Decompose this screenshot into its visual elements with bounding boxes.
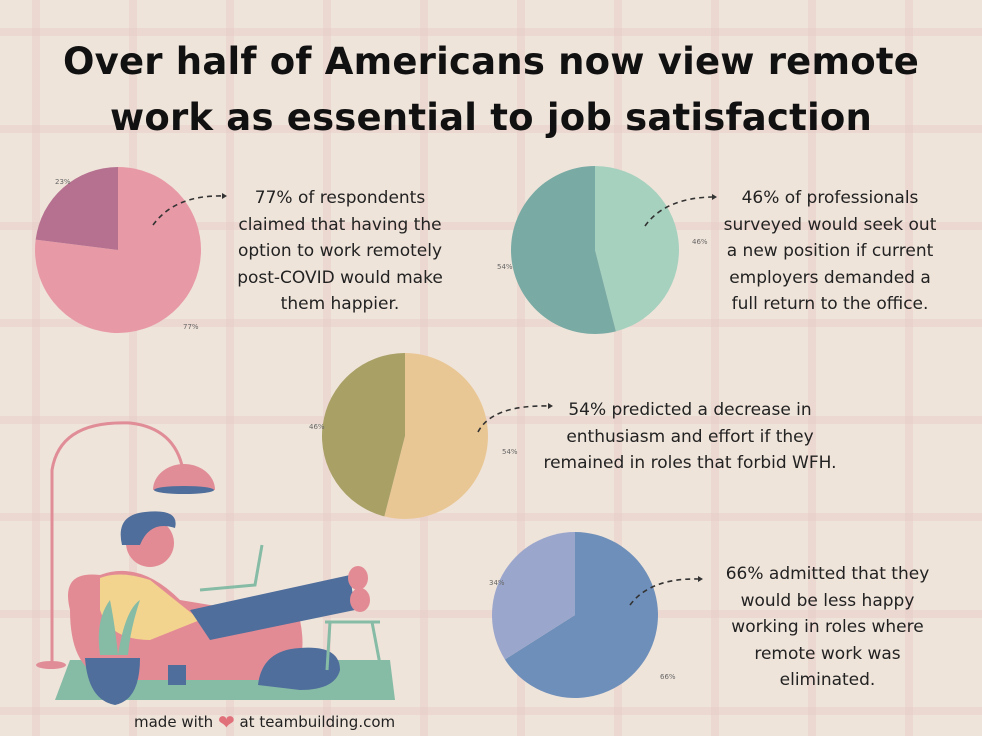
hair [120, 511, 176, 545]
legs [190, 575, 355, 640]
title-line-1: Over half of Americans now view remote [63, 40, 919, 83]
pie-4-arrow [629, 578, 699, 606]
pie-1-slice-2 [35, 167, 118, 250]
plant-pot [85, 658, 140, 705]
pie-4-slice-1 [504, 532, 658, 698]
lamp-shade [153, 464, 215, 490]
pie-2-label-1: 46% [692, 238, 708, 246]
pie-1-arrow [152, 195, 223, 226]
pie-1-arrowhead-icon [222, 193, 227, 199]
pie-charts: 77% 23% 46% 54% 54% 46% 66% 34% [35, 166, 717, 698]
pie-3-arrowhead-icon [548, 403, 553, 409]
floor-lamp-stand [50, 421, 185, 665]
pie-1-label-2: 23% [55, 178, 71, 186]
page-title: Over half of Americans now view remote w… [0, 34, 982, 146]
illustration-person-relaxing [36, 421, 395, 705]
footer-credit: made with ❤ at teambuilding.com [134, 710, 396, 734]
footstool [325, 620, 384, 676]
stat-text-2: 46% of professionals surveyed would seek … [723, 188, 937, 314]
stat-text-4: 66% admitted that they would be less happ… [725, 564, 930, 690]
pie-2-label-2: 54% [497, 263, 513, 271]
pie-3-label-1: 54% [502, 448, 518, 456]
pie-2-arrowhead-icon [712, 194, 717, 200]
heart-icon: ❤ [217, 710, 235, 734]
pie-1-label-1: 77% [183, 323, 199, 331]
laptop [199, 544, 264, 592]
pie-4-arrowhead-icon [698, 576, 703, 582]
shirt [100, 574, 200, 640]
pie-2-arrow [644, 196, 713, 227]
pie-2-slice-2 [511, 166, 616, 334]
pie-3-arrow [477, 405, 549, 433]
sleeping-cat [258, 647, 340, 690]
stat-text-1: 77% of respondents claimed that having th… [237, 188, 443, 314]
pie-3-label-2: 46% [309, 423, 325, 431]
pie-2-slice-1 [595, 166, 680, 332]
lamp-base [36, 661, 66, 669]
pie-1-slice-1 [35, 167, 202, 333]
pie-4-label-1: 66% [660, 673, 676, 681]
plant [98, 600, 140, 655]
mug [168, 665, 186, 685]
pie-4-label-2: 34% [489, 579, 505, 587]
pie-3-slice-1 [384, 352, 488, 519]
title-line-2: work as essential to job satisfaction [109, 96, 873, 139]
stat-text-3: 54% predicted a decrease in enthusiasm an… [543, 400, 837, 473]
pie-4-slice-2 [491, 532, 575, 660]
pie-3-slice-2 [322, 353, 405, 517]
